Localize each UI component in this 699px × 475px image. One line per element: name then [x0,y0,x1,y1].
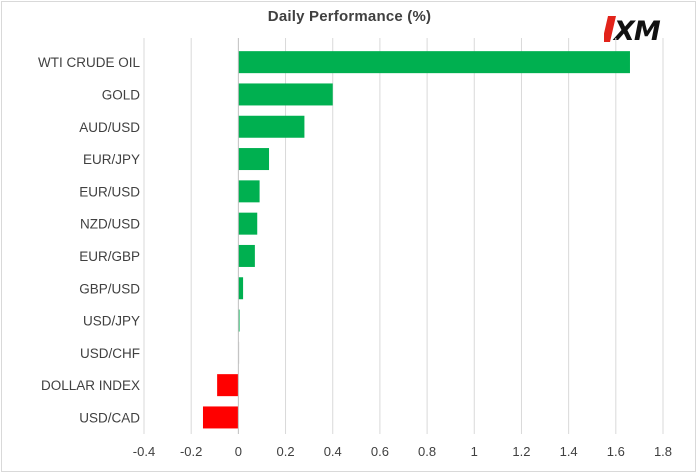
tick-labels: -0.4 -0.2 0 0.2 0.4 0.6 0.8 1 1.2 1.4 1.6 1.8 [133,444,672,459]
x-tick-label: 0.2 [277,444,295,459]
chart-title: Daily Performance (%) [267,8,432,25]
bar [238,277,244,300]
x-tick-label: 1.8 [654,444,672,459]
category-label: NZD/USD [80,217,140,232]
bars [202,51,630,429]
bar [202,406,239,429]
category-label: USD/CAD [79,410,140,425]
bar [238,309,240,332]
category-label: USD/JPY [83,314,140,329]
logo-text: XM [612,16,661,46]
category-label: USD/CHF [80,346,140,361]
category-label: WTI CRUDE OIL [38,55,140,70]
category-label: GBP/USD [79,281,140,296]
bar [217,374,239,397]
x-tick-label: -0.4 [133,444,155,459]
x-tick-label: 1.2 [512,444,530,459]
x-tick-label: 0.8 [418,444,436,459]
x-tick-label: 0.6 [371,444,389,459]
category-label: EUR/USD [79,184,140,199]
x-tick-label: -0.2 [180,444,202,459]
x-tick-label: 1.6 [607,444,625,459]
bar [238,212,258,235]
x-tick-label: 0.4 [324,444,342,459]
bar [238,83,333,106]
x-tick-label: 1.4 [560,444,578,459]
x-tick-label: 1 [471,444,478,459]
xm-logo-icon: XM [604,16,662,46]
category-label: GOLD [102,87,141,102]
category-label: EUR/GBP [79,249,140,264]
bar [238,51,630,74]
bar [238,148,270,171]
category-label: EUR/JPY [83,152,140,167]
category-label: DOLLAR INDEX [41,378,140,393]
category-label: AUD/USD [79,120,140,135]
bar [238,244,255,267]
x-tick-label: 0 [235,444,242,459]
category-labels: WTI CRUDE OIL GOLD AUD/USD EUR/JPY EUR/USD NZ… [38,55,140,425]
bar [238,115,305,138]
bar [238,180,260,203]
